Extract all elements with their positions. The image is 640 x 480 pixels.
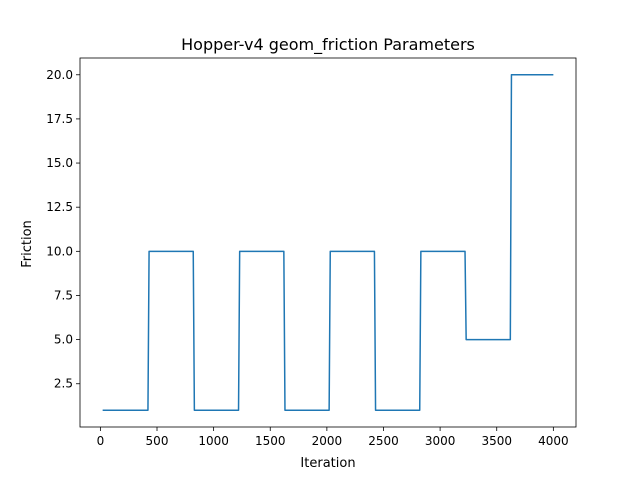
y-tick-label: 10.0 [46,244,73,258]
x-axis-label: Iteration [300,456,355,471]
x-tick-label: 1500 [255,434,286,448]
x-tick-label: 3500 [481,434,512,448]
y-tick-label: 12.5 [46,200,73,214]
x-tick-label: 2500 [368,434,399,448]
x-tick-label: 1000 [198,434,229,448]
x-tick-label: 2000 [312,434,343,448]
axes-frame [79,57,577,428]
series-line-0 [102,74,554,411]
y-tick-label: 5.0 [54,333,73,347]
y-tick-label: 7.5 [54,288,73,302]
y-tick-label: 2.5 [54,377,73,391]
x-axis-ticks: 0 500 1000 1500 2000 2500 3000 3500 4000 [97,427,569,448]
y-tick-label: 20.0 [46,68,73,82]
y-axis-label: Friction [20,220,35,268]
chart-title: Hopper-v4 geom_friction Parameters [181,35,475,55]
plot-area [79,57,577,428]
x-tick-label: 500 [146,434,169,448]
y-tick-label: 15.0 [46,156,73,170]
x-tick-label: 0 [97,434,105,448]
y-axis-ticks: 2.5 5.0 7.5 10.0 12.5 15.0 17.5 20.0 [46,68,80,391]
x-tick-label: 4000 [538,434,569,448]
x-tick-label: 3000 [425,434,456,448]
y-tick-label: 17.5 [46,112,73,126]
